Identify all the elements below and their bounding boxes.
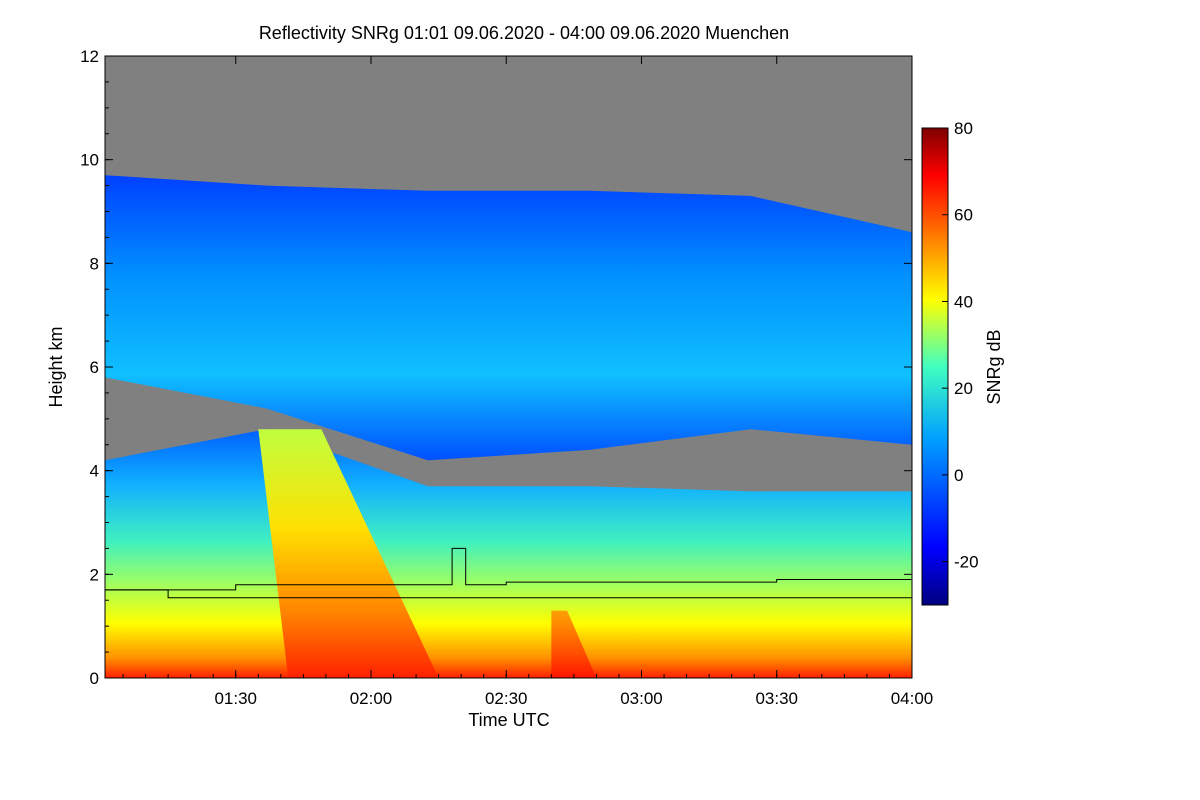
upper-cloud-layer [105, 175, 912, 461]
upper-line [105, 547, 912, 591]
y-tick-label: 2 [90, 565, 99, 584]
x-tick-label: 01:30 [214, 689, 257, 708]
x-axis-title: Time UTC [468, 710, 549, 730]
colorbar-tick-label: 80 [954, 119, 973, 138]
x-tick-label: 02:30 [485, 689, 528, 708]
colorbar-tick-label: -20 [954, 553, 979, 572]
y-tick-label: 12 [80, 47, 99, 66]
lower-line [105, 589, 912, 599]
y-tick-label: 6 [90, 358, 99, 377]
near-ground-core [551, 610, 597, 678]
y-axis: 0 2 4 6 8 10 12 [80, 47, 912, 688]
x-axis: 01:30 02:00 02:30 03:00 03:30 04:00 [122, 56, 934, 708]
y-tick-label: 4 [90, 462, 99, 481]
colorbar-tick-label: 40 [954, 292, 973, 311]
colorbar-tick-label: 20 [954, 379, 973, 398]
y-tick-label: 10 [80, 151, 99, 170]
x-tick-label: 02:00 [350, 689, 393, 708]
y-axis-title: Height km [46, 326, 66, 407]
x-tick-label: 04:00 [891, 689, 934, 708]
plot-area [105, 56, 912, 678]
x-tick-label: 03:00 [620, 689, 663, 708]
colorbar-title: SNRg dB [984, 329, 1004, 404]
chart-title: Reflectivity SNRg 01:01 09.06.2020 - 04:… [259, 23, 789, 43]
y-tick-label: 0 [90, 669, 99, 688]
x-tick-label: 03:30 [755, 689, 798, 708]
colorbar-tick-label: 0 [954, 466, 963, 485]
y-tick-label: 8 [90, 254, 99, 273]
colorbar: -20 0 20 40 60 80 SNRg dB [921, 119, 1004, 606]
colorbar-tick-label: 60 [954, 206, 973, 225]
fall-streak [258, 429, 439, 678]
colorbar-gradient [921, 127, 949, 606]
